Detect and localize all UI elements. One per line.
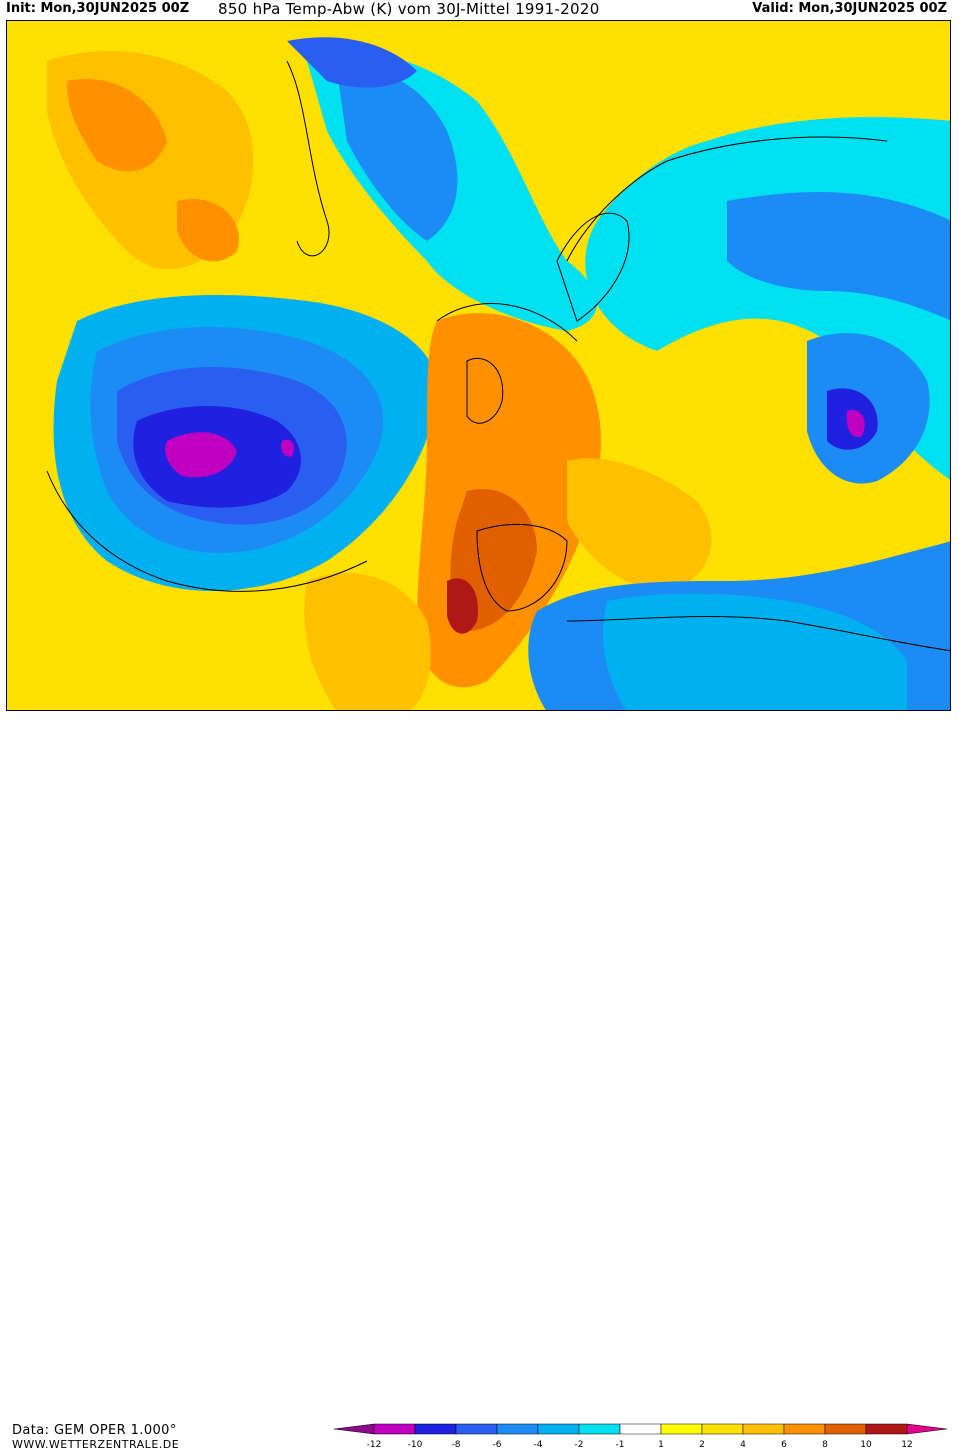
legend-tick-label: 8 xyxy=(822,1440,828,1450)
map-canvas xyxy=(7,21,950,710)
legend-swatch xyxy=(824,1423,867,1435)
valid-time: Valid: Mon,30JUN2025 00Z xyxy=(752,1,947,16)
data-source: Data: GEM OPER 1.000° xyxy=(12,1423,177,1438)
legend-tip-high xyxy=(906,1423,948,1435)
legend-tick-label: -10 xyxy=(408,1440,423,1450)
color-legend: -12 -10 -8 -6 -4 -2 -1 1 2 4 6 8 10 12 xyxy=(333,1422,959,1452)
legend-tick-label: 1 xyxy=(658,1440,664,1450)
legend-swatch xyxy=(742,1423,785,1435)
map-title: 850 hPa Temp-Abw (K) vom 30J-Mittel 1991… xyxy=(218,0,600,18)
legend-swatch xyxy=(414,1423,457,1435)
legend-tip-low xyxy=(333,1423,375,1435)
legend-tick-label: -8 xyxy=(452,1440,461,1450)
legend-swatch xyxy=(455,1423,498,1435)
map-footer: Data: GEM OPER 1.000° WWW.WETTERZENTRALE… xyxy=(0,711,959,1451)
legend-tick-label: -4 xyxy=(534,1440,543,1450)
legend-tick-label: 6 xyxy=(781,1440,787,1450)
legend-swatch xyxy=(865,1423,908,1435)
legend-tick-label: -2 xyxy=(575,1440,584,1450)
legend-swatch xyxy=(578,1423,621,1435)
legend-tick-label: -12 xyxy=(367,1440,382,1450)
website-url: WWW.WETTERZENTRALE.DE xyxy=(12,1438,180,1451)
legend-tick-label: -1 xyxy=(616,1440,625,1450)
legend-bar: -12 -10 -8 -6 -4 -2 -1 1 2 4 6 8 10 12 xyxy=(333,1423,948,1450)
legend-swatch xyxy=(660,1423,703,1435)
legend-swatch xyxy=(496,1423,539,1435)
temperature-anomaly-map xyxy=(6,20,951,711)
legend-swatch xyxy=(783,1423,826,1435)
legend-tick-label: -6 xyxy=(493,1440,502,1450)
legend-swatch xyxy=(373,1423,416,1435)
init-time: Init: Mon,30JUN2025 00Z xyxy=(6,1,190,16)
legend-tick-label: 4 xyxy=(740,1440,746,1450)
legend-tick-label: 2 xyxy=(699,1440,705,1450)
legend-tick-label: 10 xyxy=(860,1440,872,1450)
map-header: Init: Mon,30JUN2025 00Z 850 hPa Temp-Abw… xyxy=(0,0,959,20)
legend-swatch xyxy=(701,1423,744,1435)
legend-swatch xyxy=(537,1423,580,1435)
legend-tick-label: 12 xyxy=(901,1440,912,1450)
legend-swatch xyxy=(619,1423,662,1435)
